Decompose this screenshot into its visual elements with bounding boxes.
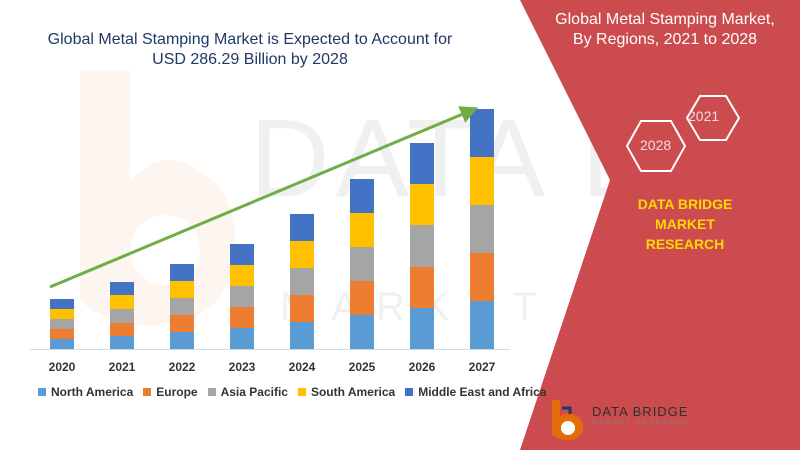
bar-segment [170,315,194,332]
x-tick-label: 2025 [349,360,376,374]
hexagon-back-year: 2021 [688,108,720,124]
bar-segment [290,322,314,349]
bar-segment [470,253,494,301]
x-tick-label: 2020 [49,360,76,374]
x-tick-label: 2021 [109,360,136,374]
chart-legend: North America Europe Asia Pacific South Ame… [38,385,546,399]
bar-segment [410,308,434,349]
bar-segment [470,205,494,253]
bar-segment [410,184,434,225]
bar-segment [230,265,254,286]
x-tick-label: 2026 [409,360,436,374]
bar-segment [470,301,494,349]
bar-segment [410,143,434,184]
bar-segment [350,315,374,349]
stacked-bar-chart: 2020 2021 2022 2023 2024 2025 2026 2027 [30,106,510,374]
bar-segment [50,299,74,309]
bar-segment [290,241,314,268]
legend-swatch [297,388,306,396]
legend-label: Middle East and Africa [418,385,547,399]
bar-segment [230,307,254,328]
bar-segment [410,267,434,308]
legend-swatch [38,388,46,396]
bar-segment [110,336,134,349]
growth-trend-arrow [49,106,479,289]
x-tick-label: 2022 [169,360,196,374]
bar-segment [170,332,194,349]
legend-item: South America [297,385,396,399]
legend-label: Europe [156,385,198,399]
legend-label: South America [310,385,396,399]
bar-segment [230,244,254,265]
legend-swatch [405,388,414,396]
logo-subtitle: MARKET RESEARCH [592,420,690,426]
legend-item: North America [38,385,133,399]
x-tick-label: 2024 [289,360,316,374]
bar-segment [110,295,134,309]
legend-item: Europe [143,385,198,399]
hexagon-front-year: 2028 [640,137,672,153]
bar-segment [50,319,74,329]
bar-segment [350,281,374,315]
legend-swatch [143,388,152,396]
legend-swatch [207,388,216,396]
bar-segment [410,225,434,267]
bar-segment [350,247,374,281]
data-bridge-logo-icon [552,400,584,440]
bar-segment [230,286,254,307]
bar-segment [110,323,134,336]
logo-name: DATA BRIDGE [592,404,689,419]
legend-label: Asia Pacific [220,385,288,399]
legend-item: Middle East and Africa [405,385,546,399]
legend-item: Asia Pacific [207,385,288,399]
bar-segment [470,109,494,157]
company-logo: DATA BRIDGE MARKET RESEARCH [548,398,728,442]
bar-segment [350,213,374,247]
bar-segment [170,281,194,298]
bar-segment [290,295,314,322]
bar-segment [50,309,74,319]
company-name: DATA BRIDGE MARKET RESEARCH [637,196,733,252]
panel-title: Global Metal Stamping Market, By Regions… [555,11,775,48]
bar-segment [50,339,74,349]
x-tick-label: 2023 [229,360,256,374]
x-tick-label: 2027 [469,360,496,374]
bar-segment [290,268,314,295]
bar-segment [350,179,374,213]
bar-segment [470,157,494,205]
bar-segment [170,264,194,281]
bar-segment [230,328,254,349]
bar-segment [110,282,134,295]
legend-label: North America [51,385,134,399]
bar-segment [50,329,74,339]
bar-segment [170,298,194,315]
bar-segment [290,214,314,241]
bar-segment [110,309,134,323]
chart-title: Global Metal Stamping Market is Expected… [47,31,453,68]
